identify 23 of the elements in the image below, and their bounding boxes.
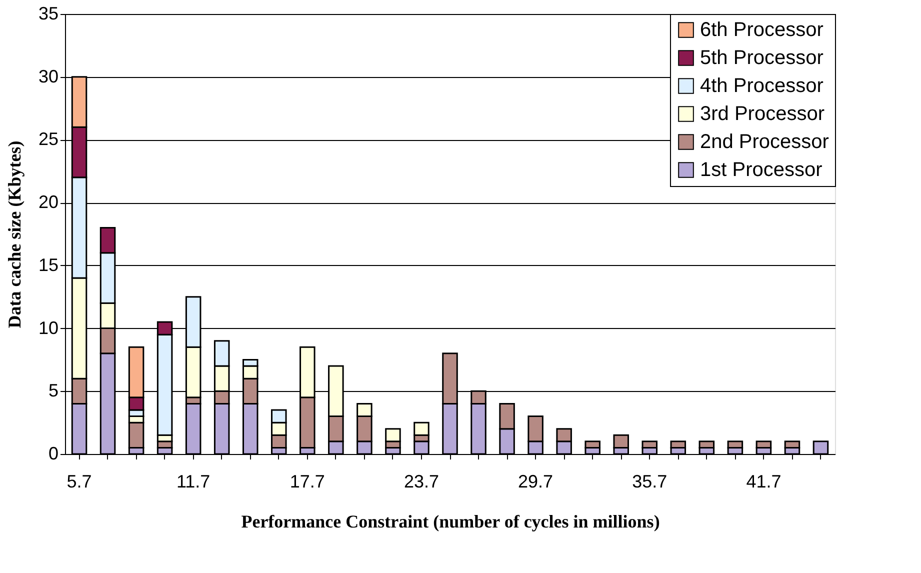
y-tick-label: 10 [38,318,58,338]
x-tick-label: 23.7 [404,472,440,492]
legend-label: 3rd Processor [700,103,825,125]
y-tick-label: 25 [38,129,58,150]
y-tick-label: 30 [38,66,58,86]
legend-label: 6th Processor [700,19,824,41]
x-tick-label: 29.7 [518,472,554,492]
x-axis-title: Performance Constraint (number of cycles in millions) [241,512,660,532]
legend-label: 1st Processor [700,159,823,181]
x-tick-label: 5.7 [66,472,92,492]
x-tick-label: 11.7 [176,472,210,492]
x-tick-label: 41.7 [746,472,782,492]
x-tick-label: 35.7 [632,472,668,492]
y-tick-label: 15 [38,254,58,275]
legend-label: 5th Processor [700,47,824,69]
legend-label: 2nd Processor [700,131,830,153]
y-axis-title: Data cache size (Kbytes) [4,140,24,328]
y-tick-label: 5 [48,380,58,401]
y-tick-label: 0 [48,444,58,464]
y-tick-label: 35 [38,4,58,24]
y-tick-label: 20 [38,192,58,212]
x-tick-label: 17.7 [290,472,325,492]
legend-label: 4th Processor [700,75,824,97]
